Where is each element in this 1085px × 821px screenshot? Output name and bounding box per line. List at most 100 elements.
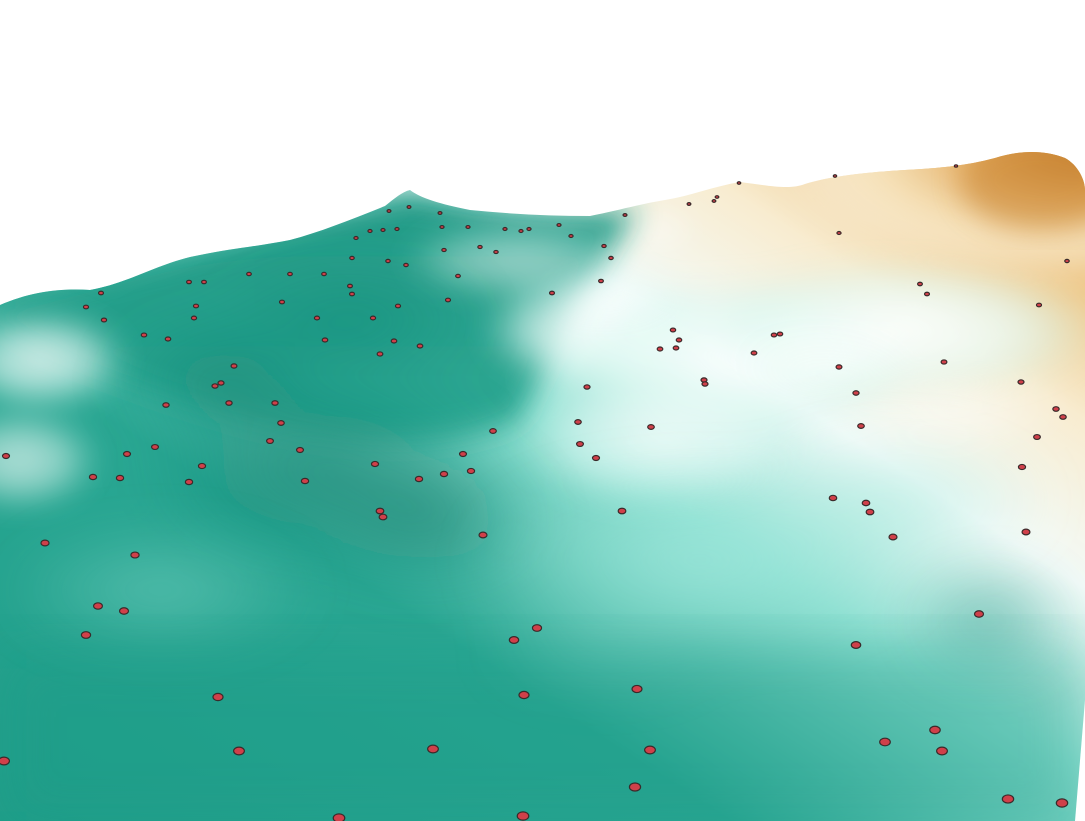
sample-marker: [1033, 433, 1041, 441]
sample-marker: [656, 346, 664, 352]
sample-marker: [686, 202, 692, 206]
terrain-surface: [0, 152, 1085, 821]
sample-marker: [917, 281, 923, 287]
sample-marker: [88, 473, 98, 481]
sample-marker: [233, 746, 245, 756]
sample-marker: [631, 684, 643, 694]
sample-marker: [936, 746, 948, 756]
sample-marker: [477, 244, 483, 250]
sample-marker: [192, 303, 200, 309]
sample-marker: [287, 271, 293, 277]
sample-marker: [313, 315, 321, 321]
sample-marker: [568, 233, 574, 239]
sample-marker: [1, 452, 11, 460]
sample-marker: [201, 279, 207, 285]
sample-marker: [295, 446, 305, 454]
sample-marker: [150, 443, 160, 451]
sample-marker: [861, 499, 871, 507]
sample-marker: [246, 271, 252, 277]
sample-marker: [508, 636, 520, 644]
sample-marker: [608, 255, 614, 261]
sample-marker: [836, 230, 842, 236]
sample-marker: [776, 331, 784, 337]
sample-marker: [386, 209, 392, 213]
sample-marker: [1017, 379, 1025, 385]
sample-marker: [1059, 414, 1067, 420]
sample-marker: [164, 336, 172, 342]
sample-marker: [211, 383, 219, 389]
sample-marker: [278, 299, 286, 305]
sample-marker: [1055, 798, 1069, 808]
sample-marker: [1021, 528, 1031, 536]
sample-marker: [502, 226, 508, 232]
sample-marker: [736, 181, 742, 185]
sample-marker: [929, 725, 941, 735]
sample-marker: [675, 337, 683, 343]
sample-marker: [575, 440, 584, 448]
sample-marker: [162, 402, 170, 408]
sample-marker: [458, 450, 468, 458]
sample-marker: [321, 271, 327, 277]
sample-marker: [115, 474, 125, 482]
sample-marker: [865, 508, 875, 516]
sample-markers: [0, 164, 1070, 821]
sample-marker: [427, 744, 439, 754]
sample-marker: [1001, 794, 1015, 804]
sample-marker: [850, 641, 862, 649]
sample-marker: [212, 692, 224, 702]
sample-marker: [466, 467, 476, 475]
sample-marker: [888, 533, 898, 541]
sample-marker: [186, 279, 192, 285]
sample-marker: [622, 213, 628, 218]
sample-marker: [672, 345, 680, 351]
sample-marker: [923, 291, 931, 297]
sample-marker: [375, 507, 385, 515]
sample-marker: [940, 359, 948, 365]
sample-marker: [574, 419, 582, 425]
sample-marker: [1052, 406, 1060, 412]
sample-marker: [701, 381, 709, 387]
sample-marker: [190, 315, 198, 321]
sample-marker: [518, 228, 524, 234]
sample-marker: [230, 363, 238, 369]
sample-marker: [714, 195, 720, 199]
sample-marker: [122, 450, 132, 458]
sample-marker: [647, 424, 655, 430]
sample-marker: [385, 258, 391, 264]
sample-marker: [414, 475, 424, 483]
sample-marker: [601, 243, 607, 249]
sample-marker: [439, 470, 449, 478]
sample-marker: [97, 290, 105, 296]
sample-marker: [493, 249, 499, 255]
sample-marker: [828, 494, 838, 502]
sample-marker: [669, 327, 677, 333]
sample-marker: [441, 247, 447, 253]
sample-marker: [548, 290, 556, 296]
sample-marker: [217, 380, 225, 386]
sample-marker: [390, 338, 398, 344]
sample-marker: [369, 315, 377, 321]
sample-marker: [348, 291, 356, 297]
sample-marker: [266, 437, 274, 445]
sample-marker: [406, 205, 412, 209]
sample-marker: [852, 390, 860, 396]
sample-marker: [367, 228, 373, 234]
sample-marker: [118, 607, 130, 615]
sample-marker: [184, 478, 194, 486]
sample-marker: [394, 303, 402, 309]
sample-marker: [416, 343, 424, 349]
sample-marker: [1035, 302, 1043, 308]
sample-marker: [300, 477, 310, 485]
sample-marker: [455, 273, 461, 279]
sample-marker: [349, 255, 355, 261]
sample-marker: [439, 224, 445, 230]
sample-marker: [444, 297, 452, 303]
sample-marker: [271, 400, 279, 406]
sample-marker: [370, 460, 380, 468]
sample-marker: [489, 428, 497, 434]
sample-marker: [376, 351, 384, 357]
sample-marker: [321, 337, 329, 343]
sample-marker: [711, 199, 717, 203]
